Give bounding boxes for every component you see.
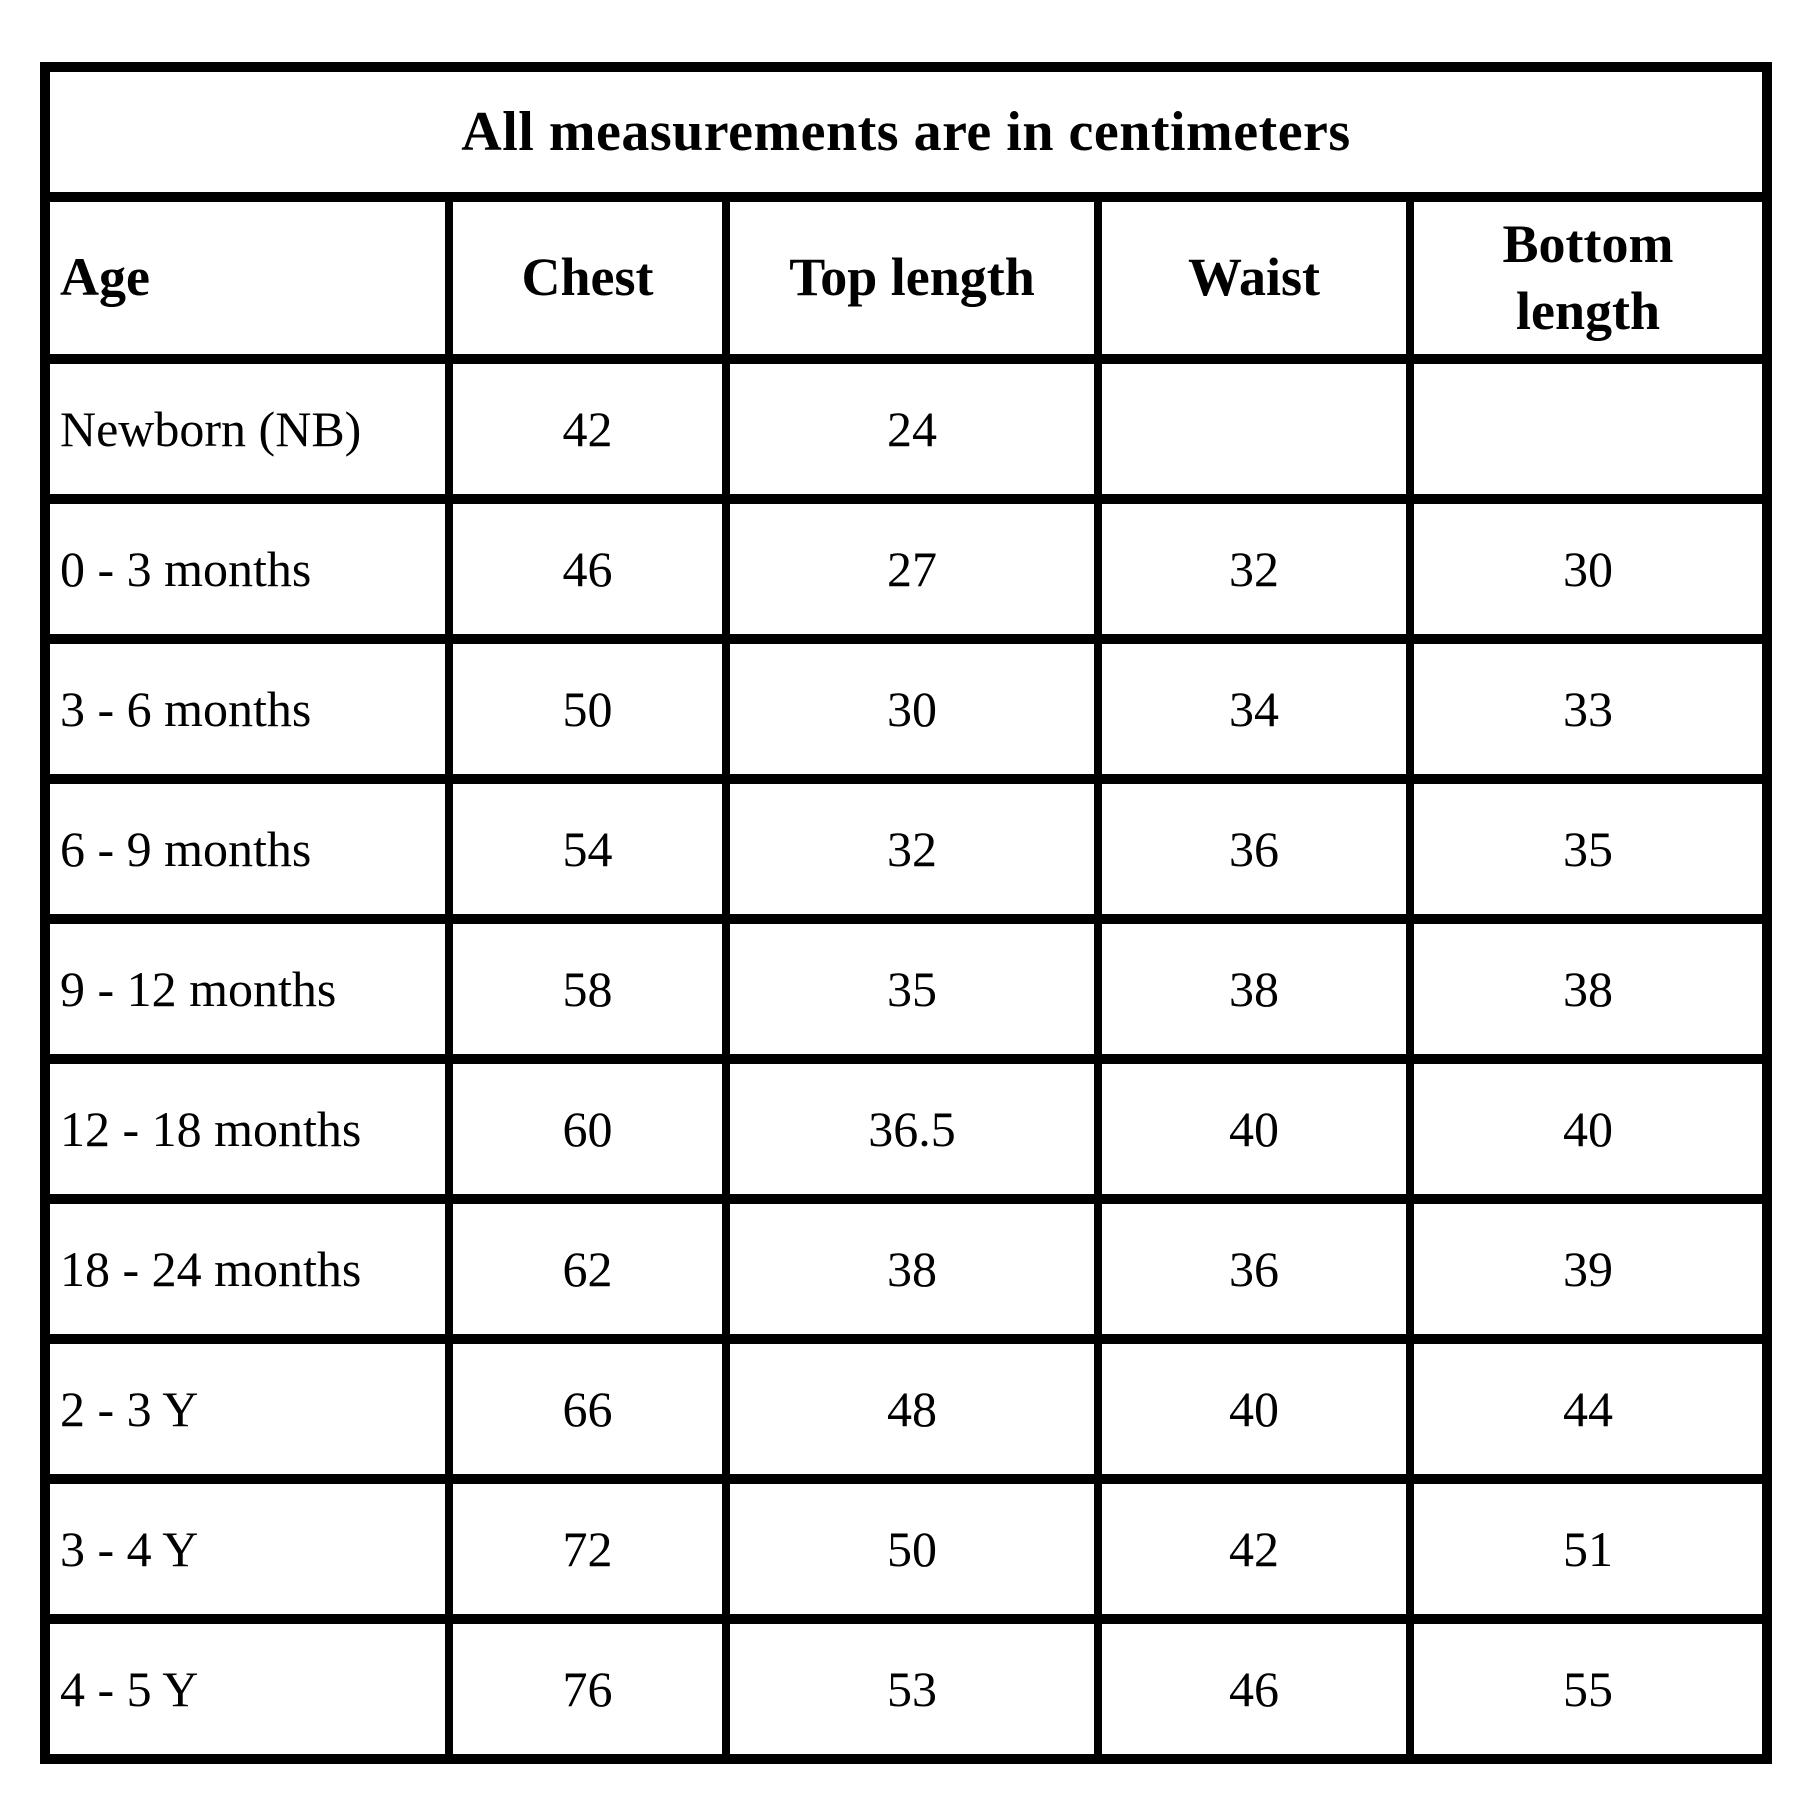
table-row: 4 - 5 Y 76 53 46 55 — [41, 1614, 1772, 1764]
age-cell: 0 - 3 months — [41, 494, 453, 644]
bottom-length-cell: 55 — [1405, 1614, 1772, 1764]
table-row: 9 - 12 months 58 35 38 38 — [41, 914, 1772, 1064]
table-row: 3 - 4 Y 72 50 42 51 — [41, 1474, 1772, 1624]
age-cell: 12 - 18 months — [41, 1054, 453, 1204]
top-length-cell: 24 — [722, 354, 1102, 504]
table-row: 2 - 3 Y 66 48 40 44 — [41, 1334, 1772, 1484]
bottom-length-cell: 33 — [1405, 634, 1772, 784]
bottom-length-cell: 44 — [1405, 1334, 1772, 1484]
age-cell: 3 - 4 Y — [41, 1474, 453, 1624]
top-length-cell: 48 — [722, 1334, 1102, 1484]
waist-cell: 40 — [1094, 1334, 1414, 1484]
age-cell: 9 - 12 months — [41, 914, 453, 1064]
chest-cell: 62 — [445, 1194, 730, 1344]
column-header-top-length: Top length — [722, 192, 1102, 364]
column-header-bottom-length: Bottom length — [1405, 192, 1772, 364]
bottom-length-cell: 39 — [1405, 1194, 1772, 1344]
chest-cell: 66 — [445, 1334, 730, 1484]
table-body: Newborn (NB) 42 24 0 - 3 months 46 27 32… — [41, 354, 1772, 1764]
top-length-cell: 36.5 — [722, 1054, 1102, 1204]
waist-cell: 38 — [1094, 914, 1414, 1064]
title-row: All measurements are in centimeters — [40, 62, 1772, 202]
chest-cell: 54 — [445, 774, 730, 924]
bottom-length-cell: 38 — [1405, 914, 1772, 1064]
top-length-cell: 50 — [722, 1474, 1102, 1624]
table-row: 0 - 3 months 46 27 32 30 — [41, 494, 1772, 644]
header-row: Age Chest Top length Waist Bottom length — [41, 192, 1772, 364]
age-cell: 3 - 6 months — [41, 634, 453, 784]
waist-cell: 36 — [1094, 1194, 1414, 1344]
top-length-cell: 27 — [722, 494, 1102, 644]
top-length-cell: 30 — [722, 634, 1102, 784]
column-header-age: Age — [41, 192, 453, 364]
bottom-length-cell: 30 — [1405, 494, 1772, 644]
table-row: 18 - 24 months 62 38 36 39 — [41, 1194, 1772, 1344]
waist-cell: 42 — [1094, 1474, 1414, 1624]
chest-cell: 50 — [445, 634, 730, 784]
chest-cell: 72 — [445, 1474, 730, 1624]
waist-cell: 40 — [1094, 1054, 1414, 1204]
top-length-cell: 35 — [722, 914, 1102, 1064]
table-row: 12 - 18 months 60 36.5 40 40 — [41, 1054, 1772, 1204]
bottom-length-cell: 35 — [1405, 774, 1772, 924]
column-header-waist: Waist — [1094, 192, 1414, 364]
column-header-chest: Chest — [445, 192, 730, 364]
waist-cell — [1094, 354, 1414, 504]
age-cell: 2 - 3 Y — [41, 1334, 453, 1484]
age-cell: Newborn (NB) — [41, 354, 453, 504]
age-cell: 4 - 5 Y — [41, 1614, 453, 1764]
top-length-cell: 38 — [722, 1194, 1102, 1344]
waist-cell: 46 — [1094, 1614, 1414, 1764]
table-row: Newborn (NB) 42 24 — [41, 354, 1772, 504]
table-row: 3 - 6 months 50 30 34 33 — [41, 634, 1772, 784]
chest-cell: 76 — [445, 1614, 730, 1764]
chest-cell: 42 — [445, 354, 730, 504]
age-cell: 6 - 9 months — [41, 774, 453, 924]
waist-cell: 32 — [1094, 494, 1414, 644]
waist-cell: 36 — [1094, 774, 1414, 924]
waist-cell: 34 — [1094, 634, 1414, 784]
chest-cell: 58 — [445, 914, 730, 1064]
bottom-length-cell: 40 — [1405, 1054, 1772, 1204]
table-row: 6 - 9 months 54 32 36 35 — [41, 774, 1772, 924]
age-cell: 18 - 24 months — [41, 1194, 453, 1344]
top-length-cell: 32 — [722, 774, 1102, 924]
chest-cell: 46 — [445, 494, 730, 644]
bottom-length-cell — [1405, 354, 1772, 504]
top-length-cell: 53 — [722, 1614, 1102, 1764]
size-chart-table: All measurements are in centimeters Age … — [40, 62, 1773, 1764]
table-title: All measurements are in centimeters — [40, 62, 1772, 202]
bottom-length-cell: 51 — [1405, 1474, 1772, 1624]
chest-cell: 60 — [445, 1054, 730, 1204]
